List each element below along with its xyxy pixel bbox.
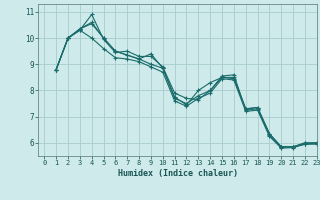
X-axis label: Humidex (Indice chaleur): Humidex (Indice chaleur) xyxy=(118,169,238,178)
